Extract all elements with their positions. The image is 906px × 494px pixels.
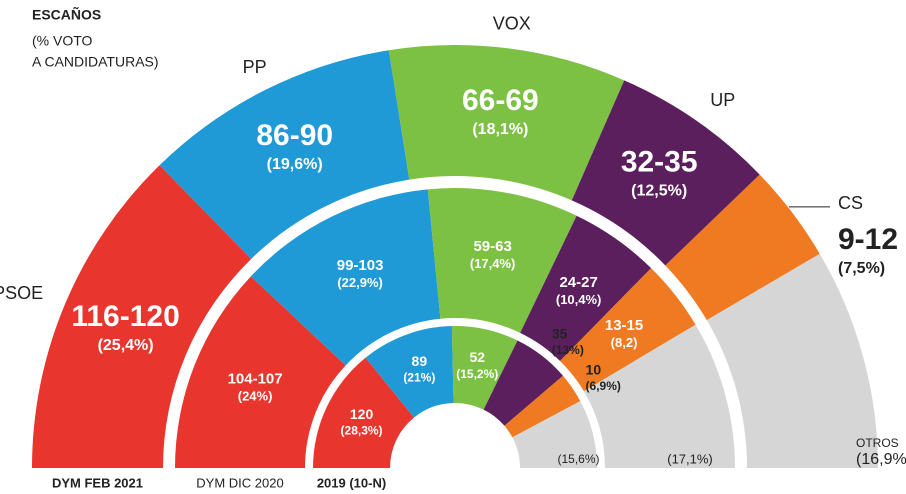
value-label: (21%): [403, 371, 435, 385]
segment: [504, 375, 581, 438]
value-label: (7,5%): [838, 260, 885, 277]
seat-label: 116-120: [71, 300, 179, 333]
seat-label: 66-69: [462, 84, 539, 117]
category-label: OTROS: [856, 436, 899, 450]
segment: [483, 340, 563, 426]
seat-label: 13-15: [605, 317, 643, 334]
seat-label: 24-27: [559, 274, 597, 291]
ring-label: 2019 (10-N): [317, 475, 386, 490]
value-label: (18,1%): [472, 121, 528, 138]
value-label: (10,4%): [556, 292, 602, 307]
value-label: (15,6%): [557, 452, 599, 466]
chart-subtitle: (% VOTO: [32, 33, 93, 49]
value-label: (8,2): [611, 335, 638, 350]
segment: [512, 401, 597, 468]
category-label: PSOE: [0, 283, 43, 303]
value-label: (6,9%): [586, 379, 621, 393]
value-label: (25,4%): [98, 337, 154, 354]
value-label: (16,9%): [856, 451, 906, 468]
value-label: (22,9%): [337, 275, 383, 290]
seat-label: 120: [350, 406, 374, 422]
value-label: (24%): [238, 389, 273, 404]
category-label: PP: [243, 57, 267, 77]
chart-title: ESCAÑOS: [32, 6, 101, 23]
value-label: (12,5%): [631, 182, 687, 199]
seat-label: 99-103: [337, 257, 384, 274]
segment: [175, 276, 346, 468]
segment: [32, 165, 252, 468]
segment: [365, 326, 454, 418]
seat-label: 10: [586, 361, 602, 377]
category-label: CS: [838, 193, 863, 213]
segment: [571, 80, 760, 266]
seat-label: 32-35: [621, 145, 698, 178]
segment: [388, 44, 625, 201]
value-label: (17,1%): [667, 451, 713, 466]
segment: [313, 357, 415, 468]
category-label: UP: [710, 90, 735, 110]
seat-label: 59-63: [473, 238, 511, 255]
segment: [159, 50, 410, 259]
segment: [560, 268, 696, 392]
seat-label: 35: [552, 325, 568, 341]
value-label: (17,4%): [470, 256, 516, 271]
seat-label: 104-107: [228, 371, 283, 388]
segment: [583, 324, 735, 468]
seat-label: 9-12: [838, 223, 898, 256]
ring-label: DYM DIC 2020: [196, 475, 283, 490]
seat-label: 89: [412, 353, 428, 369]
segment: [427, 188, 577, 333]
ring-label: DYM FEB 2021: [52, 475, 143, 490]
seat-label: 52: [469, 349, 485, 365]
category-label: VOX: [493, 13, 531, 33]
value-label: (28,3%): [341, 423, 383, 437]
segment: [520, 215, 652, 361]
segment: [451, 326, 518, 410]
value-label: (15,2%): [456, 367, 498, 381]
segment: [250, 189, 441, 366]
value-label: (19,6%): [267, 156, 323, 173]
segment: [665, 174, 820, 321]
segment: [706, 253, 878, 468]
value-label: (13%): [552, 343, 584, 357]
chart-subtitle: A CANDIDATURAS): [32, 54, 159, 70]
seat-label: 86-90: [256, 119, 333, 152]
